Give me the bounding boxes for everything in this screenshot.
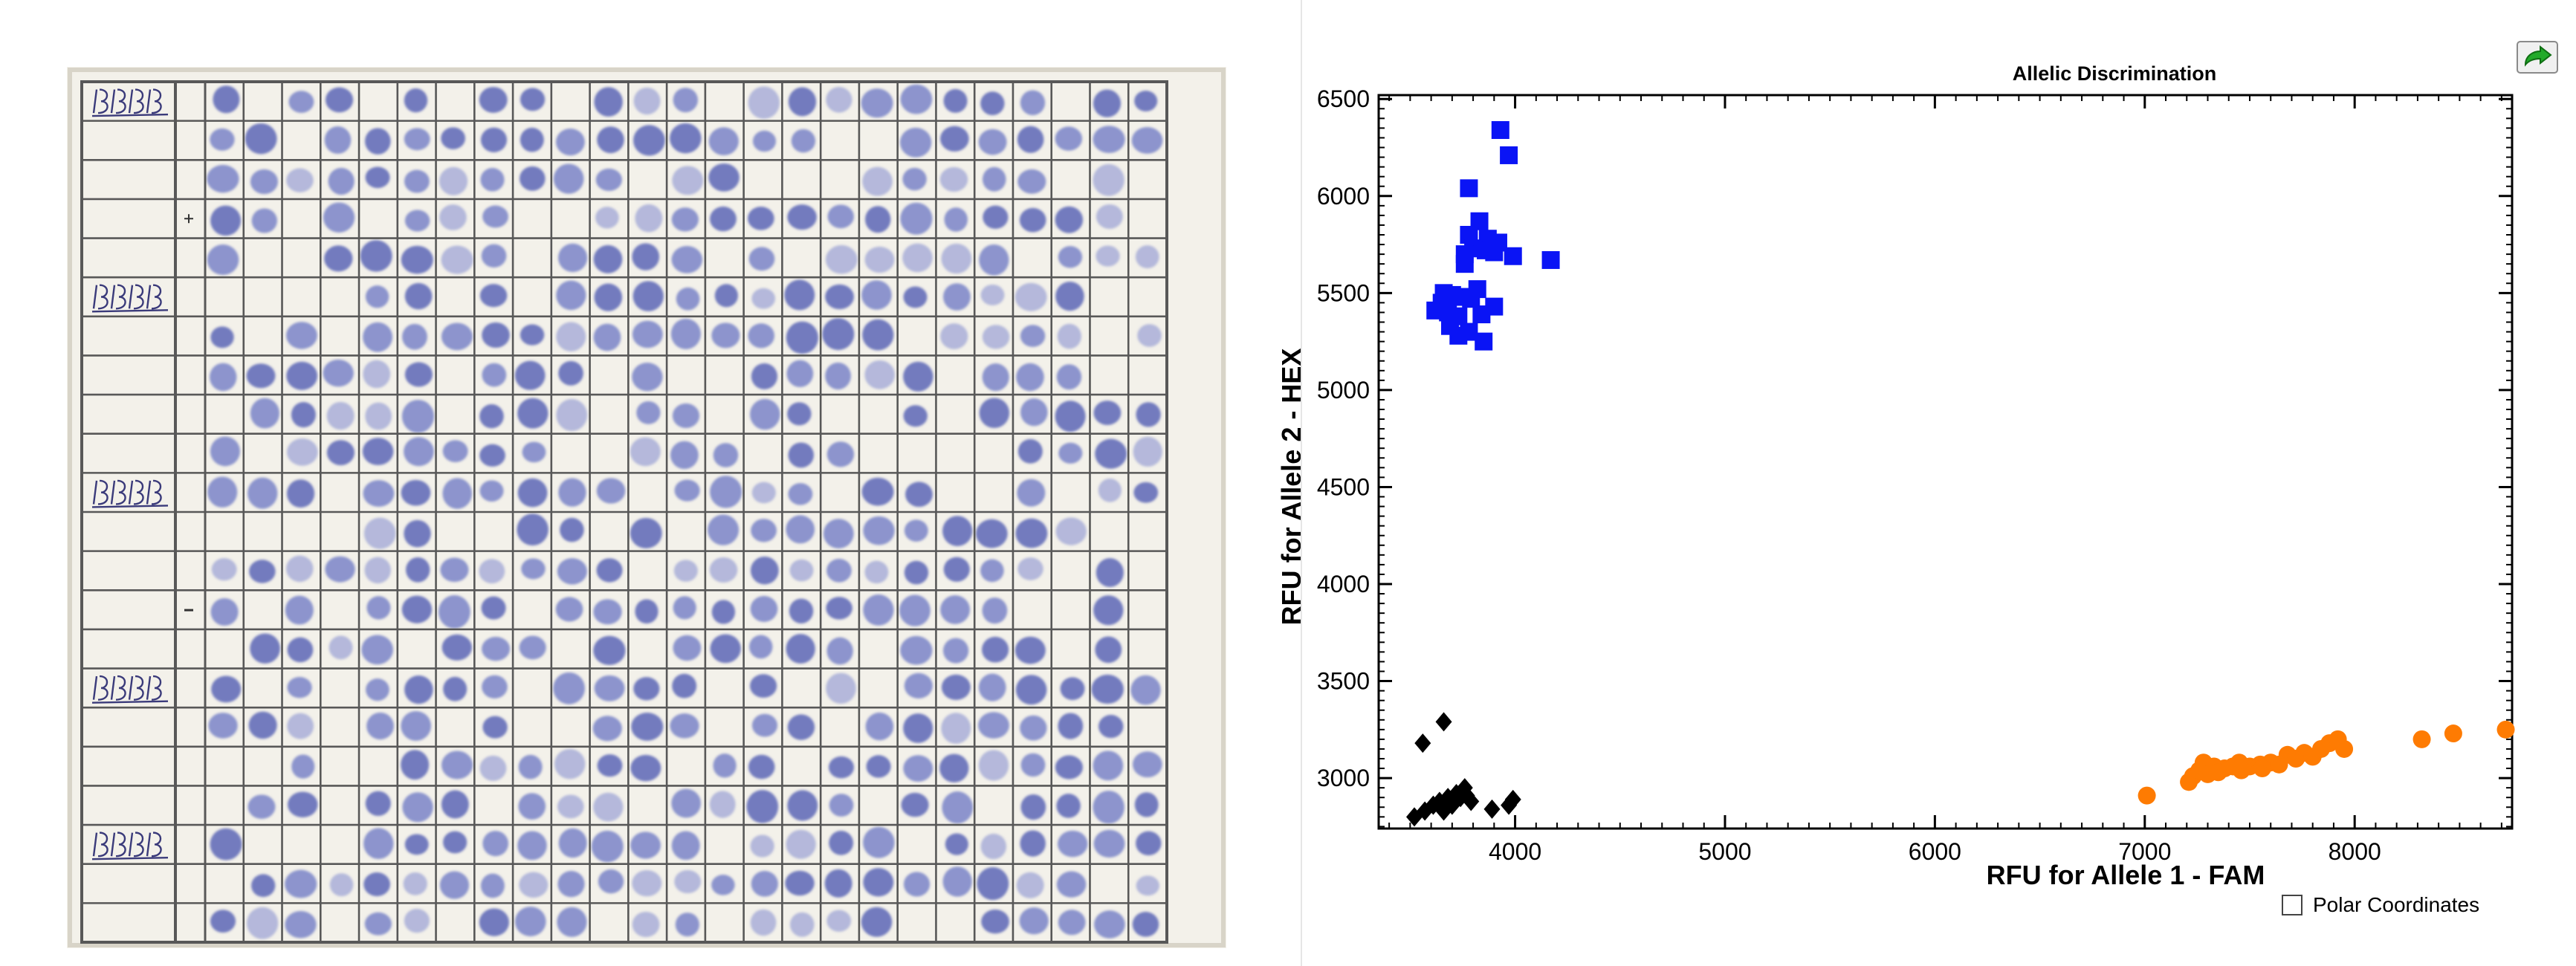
x-tick-label: 5000 bbox=[1698, 838, 1751, 865]
data-point-series-1 bbox=[1504, 247, 1522, 265]
data-point-series-2 bbox=[2335, 739, 2354, 758]
plot-frame bbox=[1377, 94, 2514, 830]
data-point-series-1 bbox=[1485, 243, 1504, 262]
data-point-series-1 bbox=[1472, 305, 1491, 324]
chart-title: Allelic Discrimination bbox=[2013, 62, 2217, 85]
data-point-series-1 bbox=[1460, 179, 1478, 198]
membrane-photo bbox=[67, 67, 1226, 948]
data-point-series-1 bbox=[1541, 250, 1560, 269]
y-tick-label: 6500 bbox=[1317, 85, 1370, 112]
data-point-series-1 bbox=[1500, 146, 1518, 164]
data-point-series-3 bbox=[1458, 785, 1475, 805]
y-tick-label: 4500 bbox=[1317, 473, 1370, 500]
data-point-series-3 bbox=[1417, 801, 1434, 821]
x-axis-label: RFU for Allele 1 - FAM bbox=[1987, 860, 2265, 890]
checkbox-box[interactable] bbox=[2282, 895, 2302, 915]
y-tick-label: 3000 bbox=[1317, 765, 1370, 791]
data-point-series-3 bbox=[1483, 799, 1501, 819]
x-tick-label: 8000 bbox=[2329, 838, 2381, 865]
y-tick-label: 4000 bbox=[1317, 571, 1370, 597]
panel-divider bbox=[1301, 0, 1302, 966]
y-tick-label: 5500 bbox=[1317, 279, 1370, 306]
data-point-series-1 bbox=[1449, 326, 1468, 345]
x-tick-label: 7000 bbox=[2118, 838, 2171, 865]
polar-coordinates-checkbox[interactable]: Polar Coordinates bbox=[2282, 893, 2479, 917]
y-tick-label: 5000 bbox=[1317, 377, 1370, 403]
data-point-series-2 bbox=[2253, 759, 2271, 778]
chart-panel: Allelic Discrimination 4000 5000 6000 7000 8… bbox=[1263, 0, 2576, 966]
data-point-series-3 bbox=[1406, 807, 1423, 827]
data-point-series-2 bbox=[2412, 730, 2431, 748]
export-arrow-icon[interactable] bbox=[2517, 41, 2558, 74]
data-point-series-1 bbox=[1491, 121, 1509, 139]
data-point-series-1 bbox=[1462, 290, 1480, 308]
data-point-series-2 bbox=[2496, 720, 2515, 739]
data-point-series-1 bbox=[1455, 255, 1474, 273]
data-point-series-3 bbox=[1431, 791, 1448, 811]
data-point-series-3 bbox=[1443, 795, 1460, 815]
allelic-discrimination-chart: Allelic Discrimination 4000 5000 6000 7000 8… bbox=[1276, 62, 2515, 890]
data-points bbox=[1406, 121, 2515, 827]
data-point-series-2 bbox=[2230, 753, 2248, 772]
data-point-series-3 bbox=[1504, 789, 1521, 809]
data-point-series-2 bbox=[2444, 724, 2462, 743]
polar-coordinates-label: Polar Coordinates bbox=[2313, 893, 2480, 916]
data-point-series-2 bbox=[2209, 763, 2227, 782]
y-tick-label: 3500 bbox=[1317, 668, 1370, 695]
data-point-series-2 bbox=[2138, 786, 2156, 805]
y-tick-label: 6000 bbox=[1317, 183, 1370, 210]
data-point-series-3 bbox=[1414, 733, 1431, 753]
data-point-series-1 bbox=[1475, 332, 1493, 351]
data-point-series-3 bbox=[1435, 712, 1452, 732]
x-tick-label: 6000 bbox=[1909, 838, 1961, 865]
axis-ticks: 4000 5000 6000 7000 8000 3000 3500 4000 4500 5000… bbox=[1317, 85, 2512, 865]
x-tick-label: 4000 bbox=[1489, 838, 1541, 865]
